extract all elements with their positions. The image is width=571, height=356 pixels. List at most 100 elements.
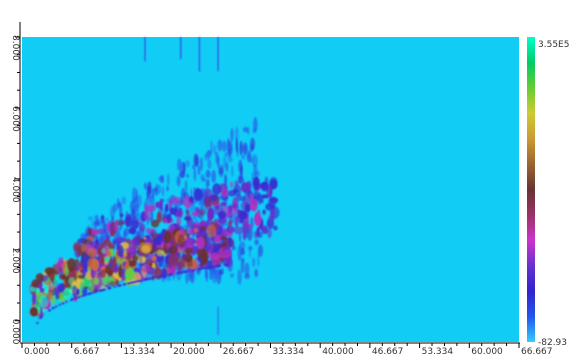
x-tick-label: 46.667: [372, 347, 404, 356]
heat-cell: [132, 216, 139, 230]
heat-cell: [200, 174, 205, 180]
heat-cell: [168, 199, 172, 209]
heat-cell: [242, 220, 249, 234]
heat-cell: [226, 225, 235, 234]
heat-cell: [252, 127, 257, 134]
heat-cell: [99, 252, 105, 266]
heat-cell: [254, 268, 259, 278]
colorbar-min-label: -82.93: [538, 338, 567, 348]
x-tick-label: 53.334: [422, 347, 454, 356]
heat-cell: [214, 151, 219, 156]
heat-cell: [107, 243, 116, 250]
heat-cell: [39, 295, 49, 308]
heat-cell: [44, 267, 55, 275]
heat-cell: [184, 179, 188, 193]
heat-cell: [206, 178, 210, 187]
heat-cell: [231, 165, 234, 178]
heat-cell: [221, 188, 229, 198]
heat-cell: [105, 217, 109, 222]
heat-cell: [87, 216, 93, 221]
heat-cell: [218, 164, 224, 178]
heat-cell: [35, 321, 39, 325]
heat-cell: [259, 183, 264, 189]
heat-cell: [38, 316, 42, 320]
heat-cell: [132, 196, 137, 204]
heat-cell: [91, 291, 95, 294]
heat-cell: [182, 162, 186, 174]
heat-cell: [266, 218, 275, 230]
heat-cell: [123, 249, 127, 258]
heat-cell: [196, 236, 205, 250]
heat-cell: [77, 274, 85, 279]
heat-cell: [72, 285, 79, 298]
y-tick-label: 2.000: [10, 248, 20, 274]
heat-cell: [261, 186, 269, 192]
heat-cell: [171, 196, 181, 205]
heat-cell: [198, 209, 206, 216]
heat-cell: [244, 262, 250, 277]
heat-cell: [82, 238, 92, 245]
heat-cell: [199, 157, 204, 171]
heat-cell: [185, 159, 190, 168]
heat-cell: [106, 250, 112, 257]
heat-cell: [144, 204, 148, 214]
heat-cell: [96, 218, 100, 227]
heat-cell: [31, 293, 37, 306]
heat-cell: [91, 229, 101, 235]
heat-cell: [206, 224, 217, 238]
heat-cell: [55, 261, 63, 269]
heat-cell: [147, 181, 152, 195]
heat-cell: [113, 285, 117, 288]
x-tick-label: 60.000: [471, 347, 503, 356]
heat-cell: [122, 260, 127, 266]
heat-cell: [52, 306, 56, 309]
heat-cell: [169, 273, 173, 276]
heat-cell: [61, 302, 65, 305]
heat-cell: [176, 207, 182, 218]
colorbar: [527, 37, 535, 342]
heat-cell: [87, 292, 91, 295]
heat-cell: [114, 219, 119, 232]
heat-cell: [156, 234, 162, 246]
heat-cell: [229, 273, 235, 278]
heat-cell: [222, 156, 227, 169]
heat-cell: [158, 275, 162, 278]
heat-cell: [121, 196, 127, 205]
heat-cell: [250, 193, 254, 205]
heat-cell: [262, 209, 266, 215]
heat-cell: [150, 219, 160, 228]
x-tick-label: 6.667: [74, 347, 100, 356]
heat-cell: [83, 293, 87, 297]
heat-cell: [166, 274, 172, 282]
heat-cell: [87, 247, 97, 258]
heat-cell: [67, 258, 76, 272]
heat-cell: [151, 255, 157, 261]
heat-cell: [185, 173, 190, 178]
heat-cell: [228, 206, 233, 214]
y-axis-ticks: 0.000 2.000 4.000 6.000 8.000: [10, 35, 20, 345]
y-tick-label: 4.000: [10, 177, 20, 203]
heat-cell: [237, 245, 242, 261]
heat-cell: [267, 227, 272, 239]
heat-cell: [103, 288, 107, 291]
heat-cell: [239, 140, 243, 156]
heat-cell: [77, 251, 81, 257]
heat-cell: [252, 257, 256, 268]
heat-cell: [192, 269, 196, 272]
heat-cell: [29, 306, 39, 317]
heat-cell: [139, 223, 146, 233]
heat-cell: [94, 290, 98, 294]
heat-cell: [261, 225, 268, 232]
heat-cell: [128, 227, 137, 235]
heat-cell: [168, 245, 178, 255]
y-tick-label: 0.000: [10, 319, 20, 345]
heat-cell: [106, 221, 111, 232]
heat-cell: [232, 202, 238, 209]
heat-cell: [201, 251, 209, 265]
heat-cell: [177, 234, 186, 248]
heat-cell: [219, 269, 224, 276]
heat-cell: [167, 173, 170, 186]
heat-cell: [226, 263, 230, 266]
heat-cell: [184, 216, 192, 221]
x-tick-label: 26.667: [223, 347, 255, 356]
